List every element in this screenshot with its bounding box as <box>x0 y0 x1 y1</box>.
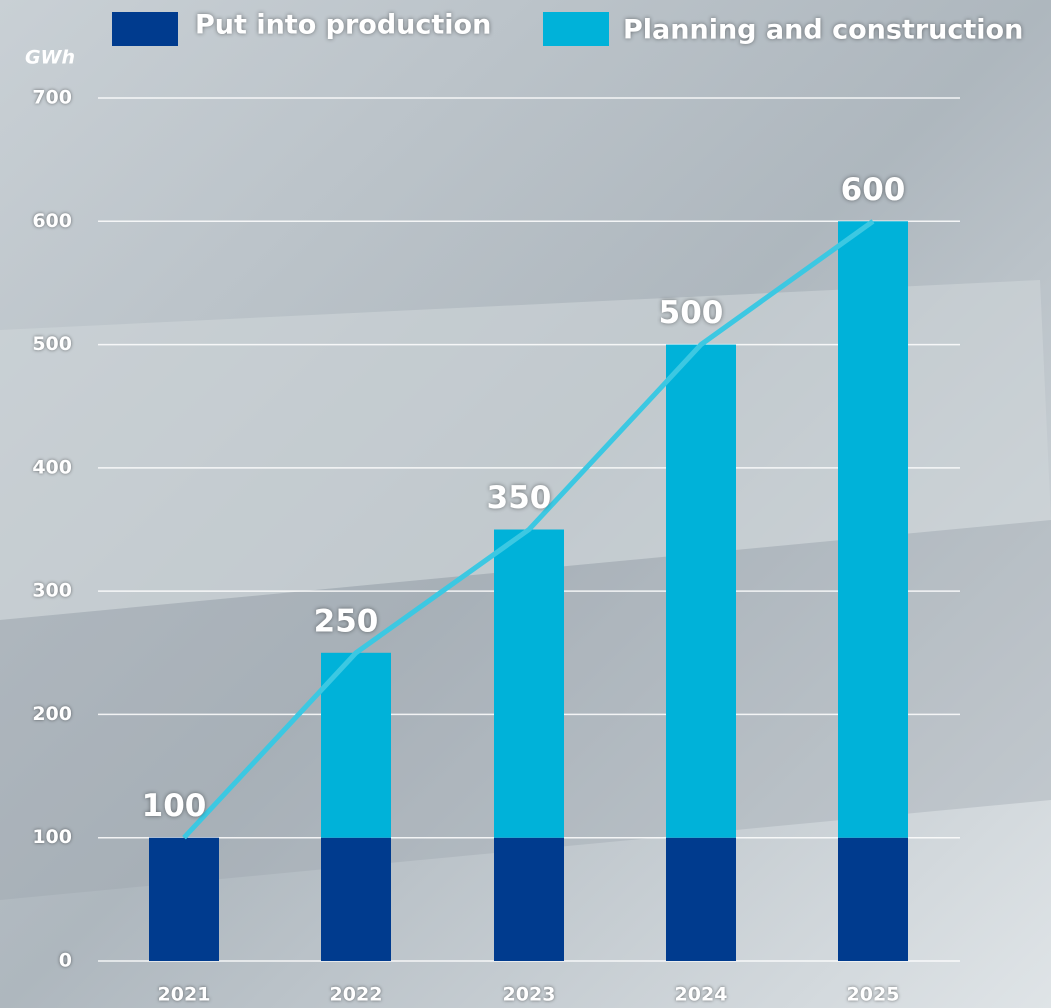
x-tick-label: 2022 <box>330 984 383 1006</box>
legend-label: Planning and construction <box>623 15 1023 46</box>
bar-segment <box>666 837 736 961</box>
data-label: 350 <box>487 480 552 516</box>
y-tick-label: 400 <box>32 456 72 478</box>
y-tick-label: 700 <box>32 87 72 109</box>
background-shape <box>0 280 1051 620</box>
y-axis-unit: GWh <box>25 47 75 69</box>
x-tick-label: 2021 <box>158 984 211 1006</box>
bar-segment <box>149 837 219 961</box>
bar-segment <box>494 529 564 838</box>
data-label: 100 <box>142 788 207 824</box>
legend: Put into production Planning and construc… <box>112 10 1023 46</box>
legend-swatch <box>112 12 178 46</box>
x-tick-label: 2025 <box>847 984 900 1006</box>
y-tick-label: 100 <box>32 826 72 848</box>
bar-segment <box>494 837 564 961</box>
y-tick-label: 200 <box>32 703 72 725</box>
y-tick-label: 600 <box>32 210 72 232</box>
data-label: 250 <box>314 603 379 639</box>
bar-segment <box>838 221 908 838</box>
bar-segment <box>321 837 391 961</box>
y-tick-label: 0 <box>59 950 72 972</box>
data-label: 600 <box>841 172 906 208</box>
total-line <box>182 219 875 840</box>
data-label: 500 <box>659 295 724 331</box>
x-tick-label: 2023 <box>503 984 556 1006</box>
y-tick-label: 500 <box>32 333 72 355</box>
legend-label: Put into production <box>195 10 491 41</box>
bar-segment <box>838 837 908 961</box>
bar-segment <box>666 344 736 838</box>
legend-swatch <box>543 12 609 46</box>
y-tick-label: 300 <box>32 580 72 602</box>
x-tick-label: 2024 <box>675 984 728 1006</box>
bar-segment <box>321 652 391 838</box>
